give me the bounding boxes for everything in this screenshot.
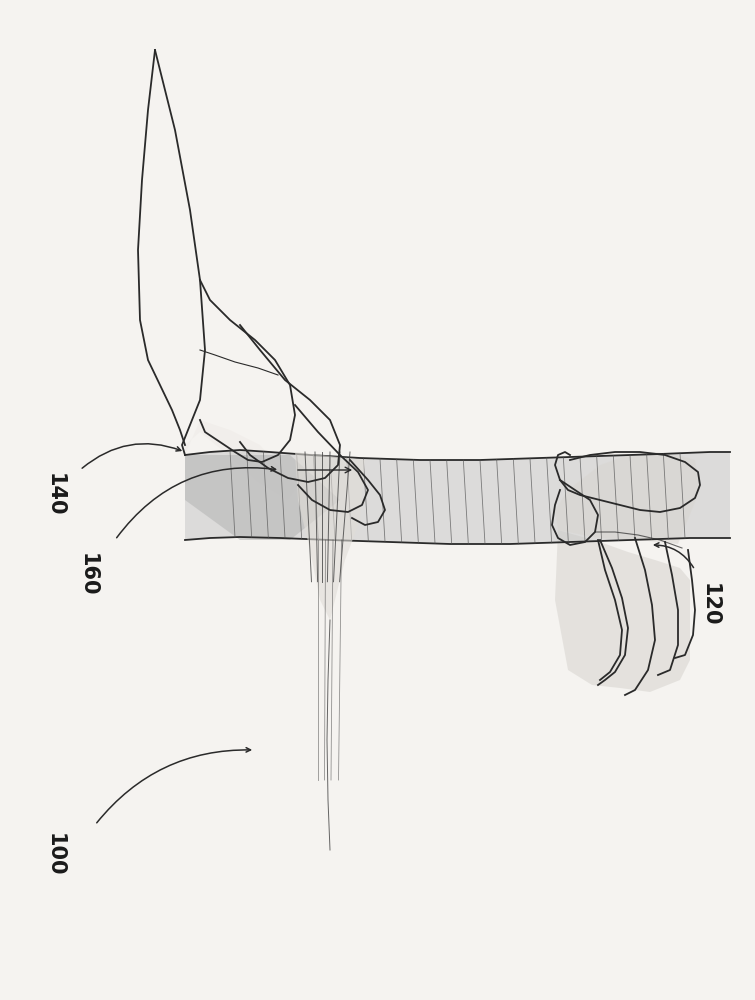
Polygon shape <box>555 530 690 692</box>
FancyArrowPatch shape <box>97 748 251 823</box>
Polygon shape <box>555 452 700 544</box>
Polygon shape <box>185 455 340 540</box>
Polygon shape <box>295 452 365 620</box>
FancyArrowPatch shape <box>655 543 694 568</box>
Polygon shape <box>185 450 730 544</box>
Text: 120: 120 <box>700 583 720 627</box>
Polygon shape <box>185 420 352 518</box>
FancyArrowPatch shape <box>117 467 276 538</box>
FancyArrowPatch shape <box>82 444 180 468</box>
Text: 140: 140 <box>45 473 65 517</box>
Text: 160: 160 <box>78 553 98 597</box>
Text: 100: 100 <box>45 833 65 877</box>
FancyArrowPatch shape <box>297 467 350 473</box>
